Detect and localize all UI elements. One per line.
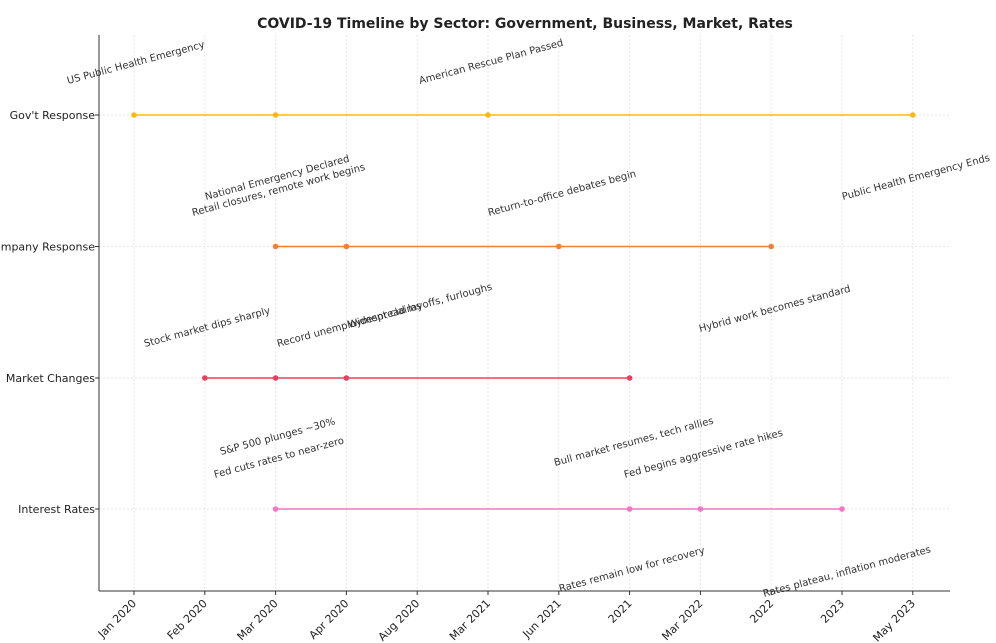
data-point — [272, 243, 279, 250]
data-point — [910, 112, 916, 118]
annotation-label: Return-to-office debates begin — [487, 169, 637, 219]
data-point — [626, 375, 633, 381]
x-tick-labels: Jan 2020 Feb 2020 Mar 2020 Apr 2020 Aug 2020… — [95, 591, 918, 643]
x-tick-label: 2023 — [818, 597, 847, 626]
x-tick-label: Aug 2020 — [376, 597, 423, 643]
annotation-label: Stock market dips sharply — [143, 306, 272, 350]
grid-lines — [99, 35, 950, 591]
y-tick-label: Gov't Response — [10, 109, 96, 122]
x-tick-label: 2022 — [747, 597, 776, 626]
data-point — [272, 112, 279, 118]
data-point — [272, 506, 279, 512]
chart-title: COVID-19 Timeline by Sector: Government,… — [257, 16, 793, 32]
y-tick-labels: Gov't Response Company Response Market Cha… — [0, 109, 99, 516]
x-tick-label: Jun 2021 — [520, 597, 564, 641]
data-point — [839, 506, 845, 512]
y-tick-label: Interest Rates — [18, 503, 95, 516]
annotation-label: Record unemployment claims — [276, 301, 423, 350]
x-tick-label: Apr 2020 — [307, 597, 352, 642]
data-point — [556, 243, 562, 250]
annotation-label: US Public Health Emergency — [66, 39, 206, 86]
y-tick-label: Company Response — [0, 241, 95, 254]
data-point — [768, 243, 774, 250]
annotation-label: Rates plateau, inflation moderates — [762, 544, 932, 599]
x-tick-label: Jan 2020 — [95, 597, 139, 641]
data-point — [343, 375, 350, 381]
x-tick-label: 2021 — [606, 597, 635, 626]
data-point — [343, 243, 350, 250]
axes — [98, 35, 950, 592]
annotation-label: Public Health Emergency Ends — [841, 153, 991, 203]
data-point — [131, 112, 137, 118]
x-tick-label: Feb 2020 — [165, 597, 210, 642]
annotation-label: Rates remain low for recovery — [558, 545, 706, 595]
x-tick-label: Mar 2020 — [235, 597, 281, 643]
x-tick-label: May 2023 — [870, 597, 918, 643]
data-point — [202, 375, 208, 381]
data-point — [697, 506, 704, 512]
series-layer — [131, 112, 916, 512]
y-tick-label: Market Changes — [6, 372, 95, 385]
annotation-label: American Rescue Plan Passed — [418, 38, 565, 87]
x-tick-label: Mar 2022 — [659, 597, 705, 643]
data-point — [485, 112, 491, 118]
x-tick-label: Mar 2021 — [447, 597, 493, 643]
annotation-label: Hybrid work becomes standard — [698, 284, 852, 335]
data-point — [626, 506, 633, 512]
data-point — [272, 375, 279, 381]
